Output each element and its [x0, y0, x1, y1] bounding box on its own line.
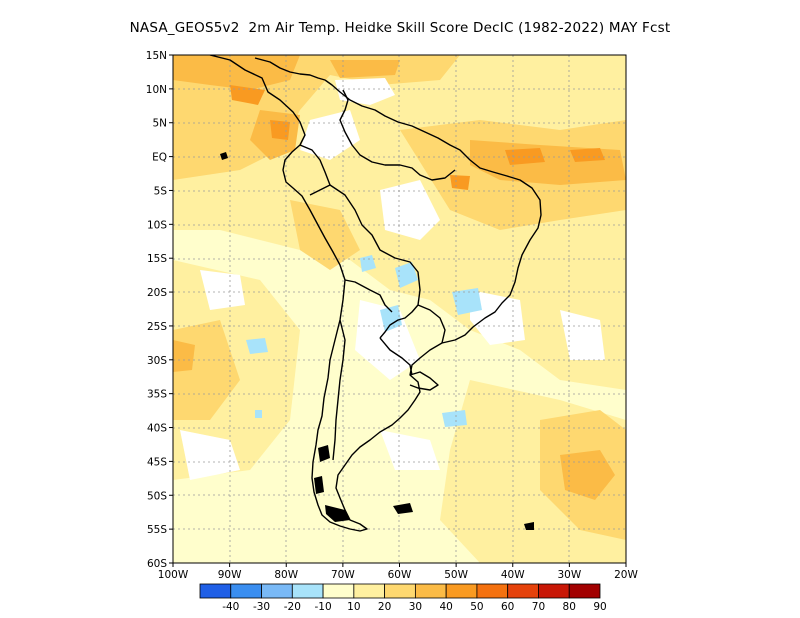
skill-region — [442, 410, 467, 427]
colorbar-swatch — [414, 583, 447, 599]
lon-tick-label: 70W — [331, 569, 355, 581]
colorbar-label: 20 — [378, 601, 391, 613]
colorbar-label: 90 — [593, 601, 606, 613]
colorbar-label: -20 — [284, 601, 301, 613]
lat-tick-label: 50S — [147, 490, 167, 502]
colorbar-swatch — [476, 583, 509, 599]
colorbar: -40 -30 -20 -10 10 20 30 40 50 60 70 80 90 — [199, 583, 607, 613]
colorbar-label: 10 — [347, 601, 360, 613]
skill-region — [570, 148, 605, 162]
lat-tick-label: 20S — [147, 287, 167, 299]
skill-region — [270, 120, 290, 140]
lat-tick-label: 15S — [147, 253, 167, 265]
colorbar-label: 50 — [470, 601, 483, 613]
lat-tick-label: 5N — [152, 118, 167, 130]
lat-tick-label: 5S — [154, 185, 168, 197]
colorbar-swatch — [384, 583, 416, 599]
skill-region — [255, 410, 262, 418]
skill-region — [560, 450, 615, 500]
colorbar-label: -40 — [222, 601, 239, 613]
colorbar-swatch — [445, 583, 478, 599]
skill-region — [180, 430, 240, 480]
lon-tick-label: 30W — [558, 569, 582, 581]
skill-region — [452, 288, 482, 315]
lon-tick-label: 40W — [501, 569, 525, 581]
lon-tick-label: 80W — [274, 569, 298, 581]
colorbar-swatch — [291, 583, 324, 599]
colorbar-label: 70 — [532, 601, 545, 613]
colorbar-swatch — [199, 583, 232, 599]
lat-tick-label: 35S — [147, 389, 167, 401]
lon-tick-label: 100W — [158, 569, 189, 581]
colorbar-swatch — [353, 583, 386, 599]
skill-region — [505, 148, 545, 165]
lat-tick-label: 30S — [147, 355, 167, 367]
longitude-axis: 100W 90W 80W 70W 60W 50W 40W 30W 20W — [158, 563, 638, 581]
coastline — [209, 55, 542, 532]
colorbar-label: 80 — [563, 601, 576, 613]
lat-tick-label: 25S — [147, 321, 167, 333]
colorbar-label: 30 — [409, 601, 422, 613]
skill-field — [173, 55, 626, 563]
colorbar-label: -30 — [253, 601, 270, 613]
lon-tick-label: 50W — [444, 569, 468, 581]
skill-region — [450, 175, 470, 190]
colorbar-label: 40 — [439, 601, 452, 613]
lon-tick-label: 20W — [614, 569, 638, 581]
colorbar-label: 60 — [501, 601, 514, 613]
lat-tick-label: 45S — [147, 456, 167, 468]
colorbar-swatch — [322, 583, 355, 599]
skill-region — [173, 340, 195, 372]
skill-region — [246, 338, 268, 354]
colorbar-swatch — [261, 583, 293, 599]
skill-region — [380, 305, 402, 332]
lat-tick-label: EQ — [152, 152, 167, 164]
colorbar-swatch — [230, 583, 262, 599]
skill-region — [470, 290, 525, 345]
map-title: NASA_GEOS5v2 2m Air Temp. Heidke Skill S… — [129, 20, 671, 36]
lon-tick-label: 60W — [388, 569, 412, 581]
lat-tick-label: 10N — [146, 84, 167, 96]
skill-region — [230, 85, 265, 105]
lat-tick-label: 55S — [147, 524, 167, 536]
skill-region — [560, 310, 605, 360]
skill-region — [290, 200, 360, 270]
skill-region — [200, 270, 245, 310]
latitude-axis: 15N 10N 5N EQ 5S 10S 15S 20S 25S 30S 35S 40S 45S 50S 5… — [146, 50, 173, 570]
colorbar-swatch — [507, 583, 539, 599]
skill-region — [380, 430, 440, 470]
lat-tick-label: 40S — [147, 423, 167, 435]
colorbar-swatch — [568, 583, 601, 599]
lat-tick-label: 15N — [146, 50, 167, 62]
skill-region — [330, 60, 400, 78]
lat-tick-label: 10S — [147, 219, 167, 231]
skill-region — [395, 262, 418, 288]
colorbar-swatch — [538, 583, 570, 599]
grid — [173, 55, 626, 563]
skill-region — [173, 55, 300, 90]
skill-region — [300, 110, 360, 160]
islands — [220, 152, 534, 530]
skill-region — [335, 78, 395, 105]
colorbar-label: -10 — [314, 601, 331, 613]
lon-tick-label: 90W — [218, 569, 242, 581]
lat-tick-label: 60S — [147, 558, 167, 570]
